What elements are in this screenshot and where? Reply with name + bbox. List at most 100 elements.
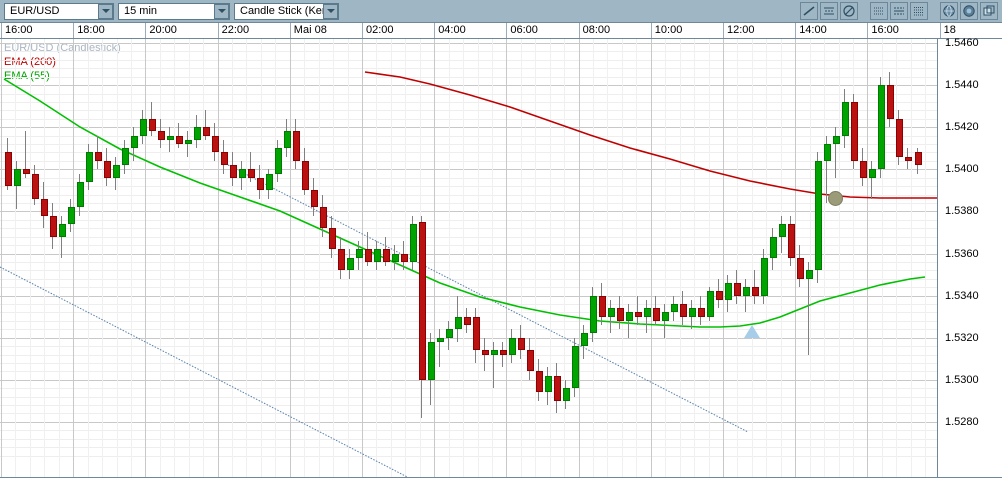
candlestick <box>337 39 345 478</box>
chart-type-dropdown[interactable]: Candle Stick (Kerze <box>234 2 339 20</box>
gridline-horizontal-minor <box>0 405 937 407</box>
gridline-horizontal-minor <box>0 219 937 221</box>
candle-body <box>454 316 462 330</box>
gridline-vertical-minor <box>29 39 31 478</box>
candle-body <box>526 350 534 372</box>
candlestick <box>616 39 624 478</box>
gridline-vertical-minor <box>102 39 104 478</box>
candlestick <box>85 39 93 478</box>
chevron-down-icon[interactable] <box>323 3 338 19</box>
candlestick <box>625 39 633 478</box>
gridline-vertical-minor <box>116 39 118 478</box>
gridline-vertical <box>145 39 147 478</box>
gridline-horizontal <box>0 85 937 87</box>
candle-body <box>517 337 525 351</box>
window-button[interactable] <box>980 2 998 20</box>
gridline-vertical-minor <box>491 39 493 478</box>
globe-1-button[interactable] <box>940 2 958 20</box>
candle-body <box>247 169 255 178</box>
candle-wick <box>628 304 629 338</box>
candlestick <box>256 39 264 478</box>
chevron-down-icon[interactable] <box>214 3 229 19</box>
signal-triangle[interactable] <box>744 325 760 338</box>
gridline-horizontal-minor <box>0 135 937 137</box>
candle-body <box>310 190 318 208</box>
ema-cross-dot[interactable] <box>828 191 843 206</box>
candlestick <box>535 39 543 478</box>
candlestick <box>58 39 66 478</box>
candle-body <box>751 287 759 296</box>
candlestick <box>490 39 498 478</box>
candle-body <box>436 337 444 342</box>
gridline-vertical-minor <box>824 39 826 478</box>
candlestick <box>823 39 831 478</box>
symbol-dropdown[interactable]: EUR/USD <box>4 2 114 20</box>
gridline-vertical <box>73 39 75 478</box>
globe-icon <box>943 5 955 17</box>
candlestick <box>67 39 75 478</box>
candle-body <box>328 228 336 250</box>
candlestick <box>238 39 246 478</box>
candle-body <box>652 308 660 321</box>
gridline-vertical-minor <box>275 39 277 478</box>
candlestick <box>157 39 165 478</box>
dense-grid-icon <box>914 7 924 16</box>
gridline-horizontal-minor <box>0 118 937 120</box>
chevron-down-icon[interactable] <box>98 3 113 19</box>
gridline-horizontal-minor <box>0 76 937 78</box>
horizontal-lines-tool-button[interactable] <box>820 2 838 20</box>
candle-body <box>40 198 48 216</box>
candlestick <box>364 39 372 478</box>
diagonal-line-icon <box>803 6 815 16</box>
chart-plot-area[interactable]: EUR/USD (Candlestick) EMA (200) EMA (55) <box>0 39 938 478</box>
candle-body <box>661 312 669 321</box>
lower-trendline[interactable] <box>0 266 483 478</box>
candlestick <box>31 39 39 478</box>
candle-wick <box>367 232 368 267</box>
candlestick <box>301 39 309 478</box>
x-axis-tick-label: 08:00 <box>582 24 611 36</box>
gridline-vertical <box>217 39 219 478</box>
candle-body <box>895 118 903 157</box>
candlestick <box>148 39 156 478</box>
candle-body <box>319 207 327 229</box>
trendline-tool-button[interactable] <box>800 2 818 20</box>
gridline-vertical-minor <box>174 39 176 478</box>
globe-2-button[interactable] <box>960 2 978 20</box>
gridline-vertical-minor <box>549 39 551 478</box>
gridline-horizontal <box>0 127 937 129</box>
candlestick <box>904 39 912 478</box>
candle-body <box>166 135 174 140</box>
gridline-vertical <box>362 39 363 478</box>
x-axis-tick-label: 16:00 <box>5 24 33 36</box>
x-axis-tick: 06:00 <box>506 23 578 38</box>
candle-body <box>202 127 210 136</box>
candle-body <box>625 312 633 321</box>
interval-dropdown[interactable]: 15 min <box>118 2 230 20</box>
gridline-vertical-minor <box>58 39 60 478</box>
candle-body <box>67 207 75 225</box>
candle-body <box>715 291 723 300</box>
no-drawing-tool-button[interactable] <box>840 2 858 20</box>
candle-wick <box>637 295 638 326</box>
candlestick <box>778 39 786 478</box>
candle-body <box>463 316 471 326</box>
candle-wick <box>493 341 494 389</box>
candlestick <box>427 39 435 478</box>
gridline-vertical-minor <box>318 39 320 478</box>
candlestick <box>319 39 327 478</box>
y-axis-tick-label: 1.5360 <box>945 247 979 260</box>
grid-style-3-button[interactable] <box>910 2 928 20</box>
grid-style-2-button[interactable] <box>890 2 908 20</box>
candle-body <box>400 253 408 262</box>
candle-body <box>778 224 786 237</box>
ema-line-55 <box>3 78 926 328</box>
grid-style-1-button[interactable] <box>870 2 888 20</box>
gridline-vertical <box>1 39 2 478</box>
gridline-vertical-minor <box>607 39 609 478</box>
candle-body <box>193 127 201 140</box>
candle-body <box>85 152 93 182</box>
gridline-horizontal-minor <box>0 430 937 432</box>
candle-wick <box>646 299 647 334</box>
candle-body <box>634 312 642 317</box>
